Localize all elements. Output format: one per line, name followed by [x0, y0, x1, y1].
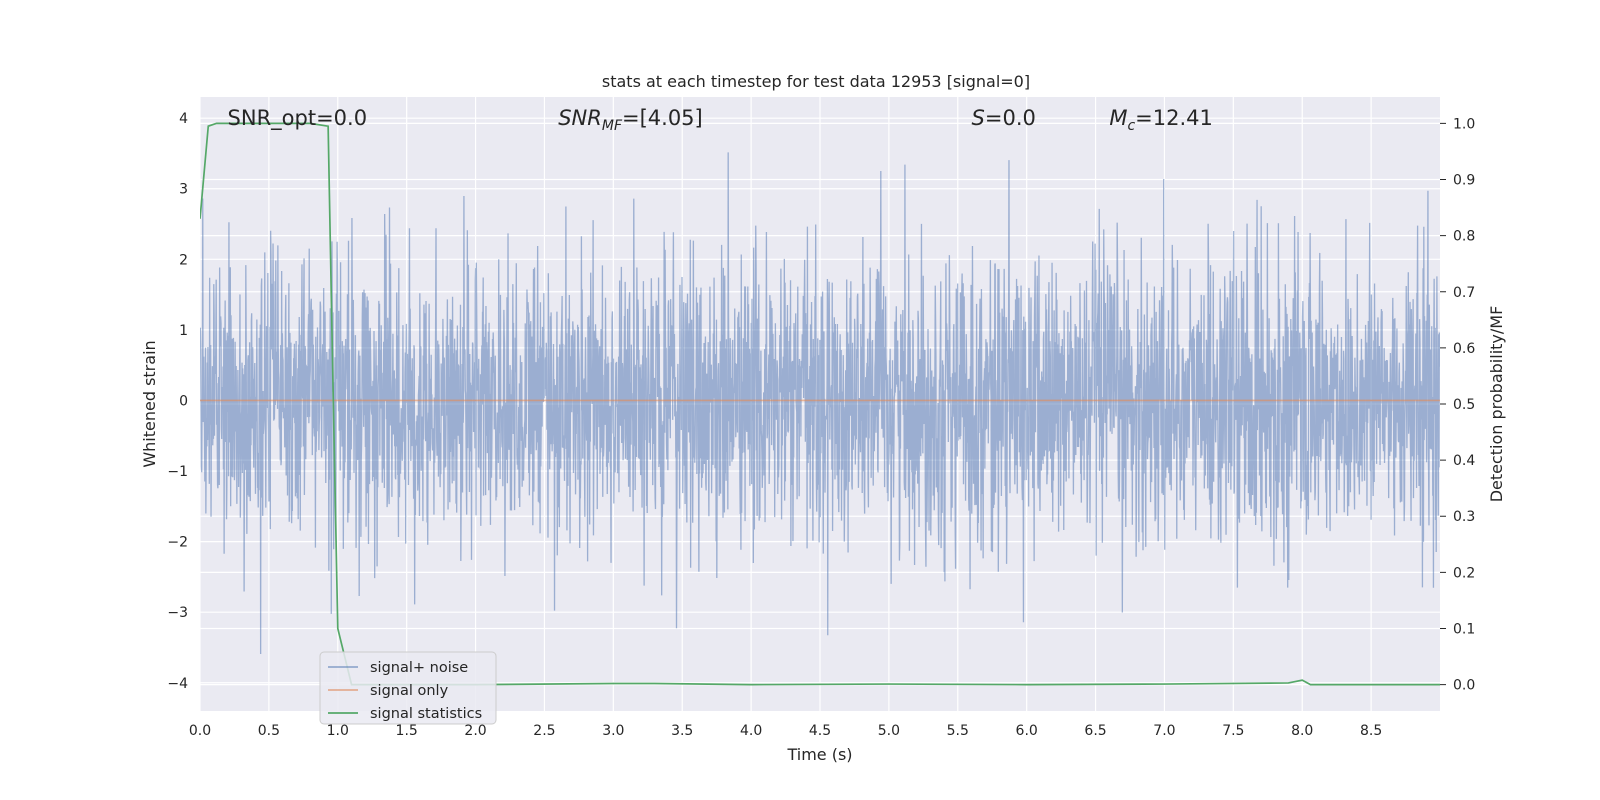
legend-label-0: signal+ noise	[370, 660, 468, 676]
y2-tick-label-4: 0.4	[1453, 453, 1475, 469]
legend-label-1: signal only	[370, 683, 449, 699]
y-axis-label: Whitened strain	[140, 340, 159, 467]
legend: signal+ noise signal only signal statistic…	[319, 651, 497, 725]
y2-tick-labels: 0.0 0.1 0.2 0.3 0.4 0.5 0.6 0.7 0.8 0.9 1.0	[1440, 116, 1475, 694]
x-tick-label-10: 5.0	[878, 723, 900, 739]
x-tick-label-13: 6.5	[1084, 723, 1106, 739]
chart-title: stats at each timestep for test data 129…	[602, 72, 1030, 91]
y2-tick-label-7: 0.7	[1453, 285, 1475, 301]
x-tick-label-2: 1.0	[327, 723, 349, 739]
y-tick-label-4: 0	[179, 393, 188, 409]
y-tick-label-1: −3	[167, 605, 188, 621]
x-tick-label-8: 4.0	[740, 723, 762, 739]
y-tick-labels: −4 −3 −2 −1 0 1 2 3 4	[167, 111, 188, 692]
x-tick-label-7: 3.5	[671, 723, 693, 739]
y2-tick-label-9: 0.9	[1453, 173, 1475, 189]
x-tick-label-5: 2.5	[533, 723, 555, 739]
annotation-2: S=0.0	[972, 106, 1036, 130]
x-tick-label-14: 7.0	[1153, 723, 1175, 739]
x-tick-label-17: 8.5	[1360, 723, 1382, 739]
x-tick-label-16: 8.0	[1291, 723, 1313, 739]
series-layer	[200, 122, 1440, 686]
y-tick-label-8: 4	[179, 111, 188, 127]
x-tick-label-15: 7.5	[1222, 723, 1244, 739]
y2-axis-label: Detection probability/MF	[1487, 306, 1506, 503]
y2-tick-label-8: 0.8	[1453, 229, 1475, 245]
y-tick-label-7: 3	[179, 182, 188, 198]
x-tick-label-0: 0.0	[189, 723, 211, 739]
x-tick-labels: 0.0 0.5 1.0 1.5 2.0 2.5 3.0 3.5 4.0 4.5 5.0 5.5 6.0 6…	[189, 723, 1382, 739]
y-tick-label-6: 2	[179, 252, 188, 268]
annotation-1: SNRMF=[4.05]	[558, 106, 703, 134]
y2-tick-label-0: 0.0	[1453, 678, 1475, 694]
y2-tick-label-1: 0.1	[1453, 621, 1475, 637]
x-tick-label-12: 6.0	[1016, 723, 1038, 739]
y2-tick-label-6: 0.6	[1453, 341, 1475, 357]
y2-tick-label-5: 0.5	[1453, 397, 1475, 413]
x-tick-label-6: 3.0	[602, 723, 624, 739]
x-tick-label-3: 1.5	[396, 723, 418, 739]
x-tick-label-11: 5.5	[947, 723, 969, 739]
y-tick-label-3: −1	[167, 464, 188, 480]
annotation-3: Mc=12.41	[1109, 106, 1213, 134]
y-tick-label-5: 1	[179, 323, 188, 339]
series-signal-noise-line	[200, 152, 1440, 655]
y-tick-label-0: −4	[167, 676, 188, 692]
annotations: SNR_opt=0.0 SNRMF=[4.05] S=0.0 Mc=12.41	[228, 106, 1213, 134]
x-tick-label-4: 2.0	[464, 723, 486, 739]
x-tick-label-1: 0.5	[258, 723, 280, 739]
annotation-0: SNR_opt=0.0	[228, 106, 368, 131]
x-axis-label: Time (s)	[786, 745, 852, 764]
y2-tick-label-10: 1.0	[1453, 116, 1475, 132]
legend-box	[319, 651, 497, 725]
series-signal-statistics-line	[200, 122, 1440, 686]
y2-tick-label-3: 0.3	[1453, 509, 1475, 525]
y2-tick-label-2: 0.2	[1453, 565, 1475, 581]
y-tick-label-2: −2	[167, 535, 188, 551]
x-tick-label-9: 4.5	[809, 723, 831, 739]
legend-label-2: signal statistics	[370, 706, 482, 722]
